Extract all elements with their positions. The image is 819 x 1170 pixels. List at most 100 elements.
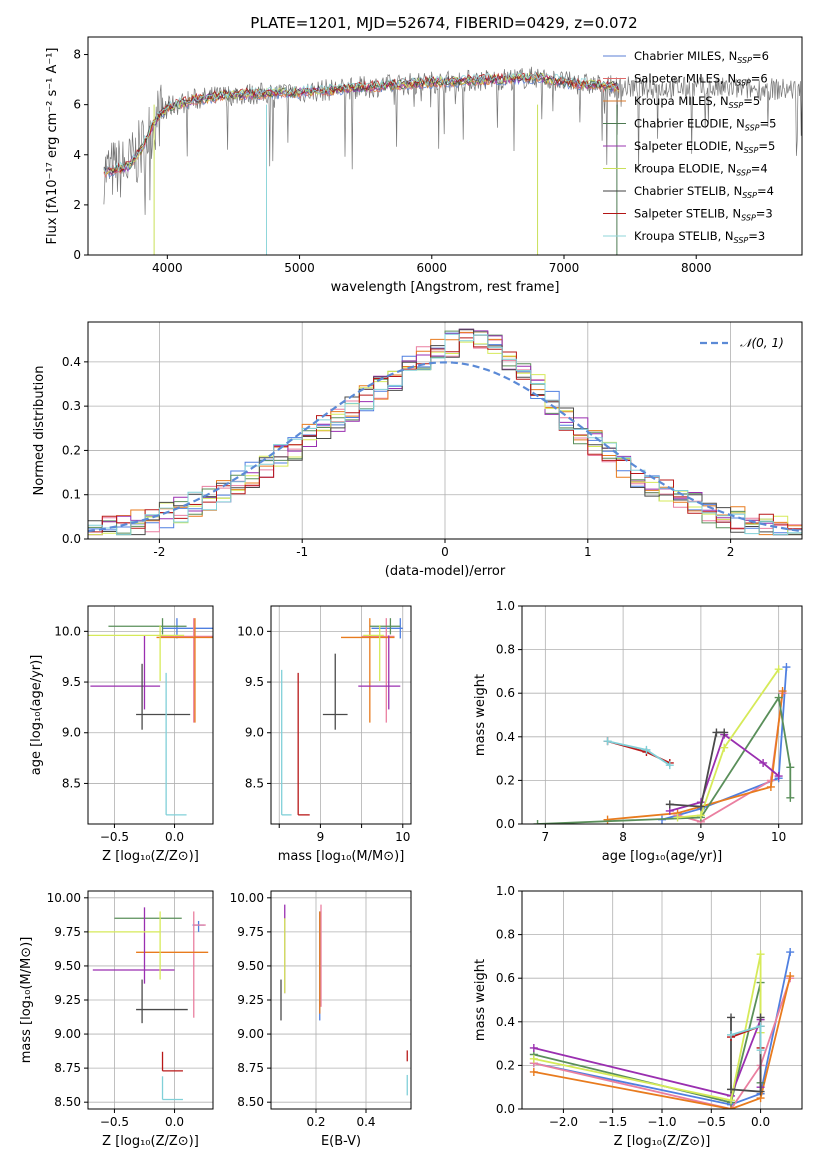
- legend: 𝒩(0, 1): [700, 336, 784, 350]
- weight-point-marker: [603, 737, 612, 746]
- axes-frame: [87, 605, 214, 825]
- weight-point-marker: [786, 972, 795, 981]
- weight-series-line: [533, 982, 762, 1104]
- panel-age-vs-mass: 9 10 8.5 9.0 9.5 10.0 mass [log₁₀(M/M⊙)]: [237, 605, 412, 864]
- x-tick-label: -2: [153, 545, 165, 559]
- y-tick-label: 9.00: [237, 1027, 264, 1041]
- legend-label: Chabrier STELIB, NSSP=4: [634, 184, 774, 200]
- weight-series-line: [533, 977, 792, 1109]
- weight-point-marker: [786, 793, 795, 802]
- plot-area: [88, 907, 209, 1101]
- histogram-series: [88, 333, 802, 536]
- y-tick-label: 9.25: [54, 993, 81, 1007]
- panel-mass-vs-ebv: 0.2 0.4 8.50 8.75 9.00 9.25 9.50 9.75 10.00 E(B-V…: [230, 890, 412, 1149]
- panel-mass-vs-Z: −0.5 0.0 8.50 8.75 9.00 9.25 9.50 9.75 10.00 Z [l…: [19, 890, 214, 1149]
- weight-point-marker: [756, 950, 765, 959]
- y-axis-label: Normed distribution: [32, 366, 47, 496]
- y-tick-label: 10.00: [230, 891, 264, 905]
- weight-point-marker: [720, 743, 729, 752]
- y-tick-label: 6: [73, 98, 81, 112]
- y-tick-label: 10.00: [47, 891, 81, 905]
- y-tick-label: 8.50: [237, 1095, 264, 1109]
- legend-label: Kroupa MILES, NSSP=5: [634, 94, 760, 110]
- weight-point-marker: [774, 665, 783, 674]
- legend-label: Salpeter ELODIE, NSSP=5: [634, 139, 775, 155]
- plot-area: [533, 663, 795, 824]
- y-tick-label: 8.5: [245, 776, 264, 790]
- y-tick-label: 0.6: [496, 686, 515, 700]
- x-tick-label: −0.5: [697, 1115, 726, 1129]
- plot-area: [88, 328, 802, 536]
- weight-point-marker: [529, 1043, 538, 1052]
- weight-point-marker: [533, 820, 542, 824]
- y-axis-label: age [log₁₀(age/yr)]: [29, 655, 44, 776]
- weight-point-marker: [642, 745, 651, 754]
- y-tick-label: 0.8: [496, 928, 515, 942]
- weight-point-marker: [756, 1013, 765, 1022]
- x-tick-label: −0.5: [100, 1115, 129, 1129]
- y-tick-label: 1.0: [496, 599, 515, 613]
- x-tick-label: −2.0: [549, 1115, 578, 1129]
- y-tick-label: 0.2: [496, 1058, 515, 1072]
- y-tick-label: 0.0: [496, 1102, 515, 1116]
- weight-point-marker: [759, 758, 768, 767]
- panel-mass-weight-vs-Z: −2.0 −1.5 −1.0 −0.5 0.0 0.0 0.2 0.4 0.6 0.8 1.0 Z […: [473, 884, 803, 1149]
- x-tick-label: 10: [395, 830, 410, 844]
- plot-area: [88, 618, 213, 816]
- weight-series-line: [677, 668, 780, 819]
- weight-point-marker: [756, 1046, 765, 1055]
- weight-point-marker: [696, 802, 705, 811]
- y-tick-label: 0.3: [62, 399, 81, 413]
- y-tick-label: 9.00: [54, 1027, 81, 1041]
- legend: Chabrier MILES, NSSP=6 Salpeter MILES, NS…: [603, 49, 776, 245]
- weight-series-line: [661, 666, 788, 821]
- axes-frame: [521, 605, 803, 825]
- y-axis-label: Flux [fλ10⁻¹⁷ erg cm⁻² s⁻¹ A⁻¹]: [45, 48, 60, 245]
- x-tick-label: 7: [542, 830, 550, 844]
- y-tick-label: 0.4: [496, 1015, 515, 1029]
- weight-point-marker: [720, 728, 729, 737]
- y-tick-label: 9.75: [54, 925, 81, 939]
- axes-frame: [270, 605, 412, 825]
- x-tick-label: 0.0: [751, 1115, 770, 1129]
- x-axis-label: Z [log₁₀(Z/Z⊙)]: [614, 1134, 711, 1149]
- normal-curve: [88, 361, 802, 533]
- weight-point-marker: [603, 815, 612, 824]
- y-tick-label: 8.75: [237, 1061, 264, 1075]
- y-tick-label: 0.4: [496, 730, 515, 744]
- y-tick-label: 9.75: [237, 925, 264, 939]
- figure-title: PLATE=1201, MJD=52674, FIBERID=0429, z=0…: [250, 14, 637, 32]
- y-tick-label: 8.75: [54, 1061, 81, 1075]
- y-tick-label: 8.5: [62, 776, 81, 790]
- weight-series-line: [533, 975, 792, 1109]
- x-axis-label: Z [log₁₀(Z/Z⊙)]: [102, 849, 199, 864]
- panel-mass-weight-vs-age: 7 8 9 10 0.0 0.2 0.4 0.6 0.8 1.0 age [log₁₀(age/yr…: [473, 599, 803, 864]
- legend-label: Chabrier MILES, NSSP=6: [634, 49, 769, 65]
- weight-point-marker: [786, 948, 795, 957]
- y-tick-label: 9.5: [62, 675, 81, 689]
- weight-point-marker: [786, 763, 795, 772]
- x-tick-label: 6000: [417, 261, 448, 275]
- weight-point-marker: [756, 1087, 765, 1096]
- x-axis-label: mass [log₁₀(M/M⊙)]: [278, 849, 405, 864]
- y-tick-label: 2: [73, 198, 81, 212]
- y-tick-label: 0.4: [62, 355, 81, 369]
- y-tick-label: 9.0: [245, 726, 264, 740]
- x-tick-label: 8: [619, 830, 627, 844]
- weight-point-marker: [778, 687, 787, 696]
- weight-point-marker: [665, 800, 674, 809]
- panel-age-vs-Z: −0.5 0.0 8.5 9.0 9.5 10.0 Z [log₁₀(Z/Z⊙)] age […: [29, 605, 214, 864]
- model-fit-line: [103, 70, 619, 175]
- weight-series-line: [533, 954, 762, 1102]
- y-tick-label: 0.8: [496, 643, 515, 657]
- plot-area: [280, 904, 408, 1096]
- x-axis-label: age [log₁₀(age/yr)]: [602, 849, 723, 864]
- spectrum-data-line: [103, 66, 802, 215]
- x-tick-label: −0.5: [100, 830, 129, 844]
- panel-spectrum: 4000 5000 6000 7000 8000 0 2 4 6 8 wavelength [Ang…: [45, 36, 803, 295]
- weight-series-line: [677, 693, 784, 823]
- x-tick-label: 2: [727, 545, 735, 559]
- y-tick-label: 9.0: [62, 726, 81, 740]
- legend-label: 𝒩(0, 1): [740, 336, 784, 350]
- x-tick-label: 0.0: [165, 830, 184, 844]
